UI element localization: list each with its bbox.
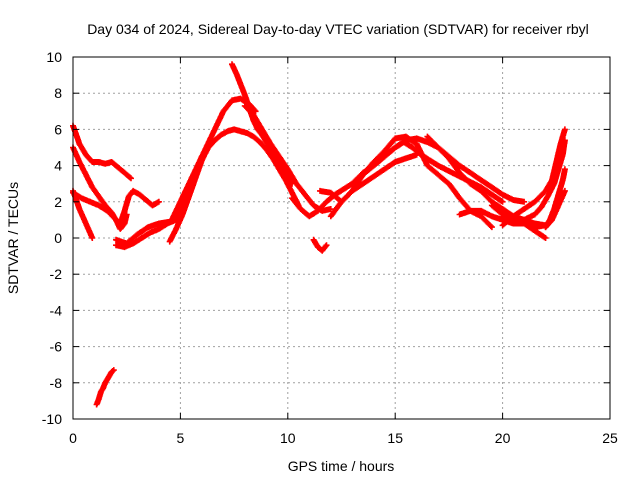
x-tick-label: 15 [387, 430, 403, 446]
series-markers [510, 137, 568, 225]
series-markers [93, 367, 117, 408]
y-tick-label: 6 [54, 121, 62, 137]
y-tick-label: -8 [50, 375, 63, 391]
x-tick-label: 0 [69, 430, 77, 446]
grid [73, 57, 610, 419]
y-axis-label: SDTVAR / TECUs [5, 182, 21, 294]
series-markers [424, 133, 528, 205]
x-tick-label: 20 [495, 430, 511, 446]
y-tick-label: 0 [54, 230, 62, 246]
x-axis-ticks: 0 5 10 15 20 25 [69, 57, 618, 446]
series-track-20 [510, 137, 568, 225]
series-track-16 [424, 133, 528, 205]
y-tick-label: 8 [54, 85, 62, 101]
y-tick-label: -4 [50, 302, 63, 318]
series-markers [327, 151, 420, 220]
series-markers [241, 102, 334, 214]
y-tick-label: 4 [54, 158, 62, 174]
series-track-14 [327, 151, 420, 220]
y-tick-label: 10 [46, 49, 62, 65]
y-tick-label: -6 [50, 339, 63, 355]
x-tick-label: 25 [602, 430, 618, 446]
chart-title: Day 034 of 2024, Sidereal Day-to-day VTE… [87, 21, 589, 37]
series-markers [542, 187, 568, 231]
x-tick-label: 10 [280, 430, 296, 446]
series-track-22 [542, 187, 568, 231]
series-track-23 [93, 367, 117, 408]
y-axis-ticks: -10 -8 -6 -4 -2 0 2 4 6 8 10 [42, 49, 610, 427]
series-markers [310, 236, 330, 254]
y-tick-label: 2 [54, 194, 62, 210]
series-track-12 [310, 236, 330, 254]
x-axis-label: GPS time / hours [288, 458, 395, 474]
series-group [70, 61, 568, 408]
series-markers [499, 126, 568, 229]
x-tick-label: 5 [177, 430, 185, 446]
y-tick-label: -2 [50, 266, 63, 282]
series-track-10 [241, 102, 334, 214]
y-tick-label: -10 [42, 411, 62, 427]
series-track-19 [499, 126, 568, 229]
